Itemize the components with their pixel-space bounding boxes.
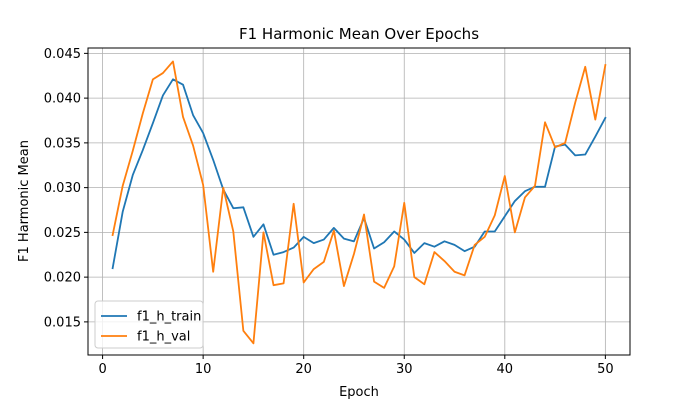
y-tick-label: 0.030 [44, 181, 81, 196]
series-line-f1_h_train [111, 78, 607, 270]
y-tick-label: 0.035 [44, 136, 81, 151]
plot-frame [87, 47, 631, 356]
x-tick-label: 20 [295, 362, 312, 377]
legend-label-f1_h_val: f1_h_val [137, 330, 190, 345]
y-tick-label: 0.045 [44, 47, 81, 62]
grid [88, 48, 630, 355]
y-axis-title: F1 Harmonic Mean [17, 140, 32, 262]
y-tick-label: 0.015 [44, 315, 81, 330]
x-axis-title: Epoch [339, 385, 379, 400]
legend: f1_h_train f1_h_val [94, 300, 204, 349]
x-tick-label: 50 [597, 362, 614, 377]
y-tick-label: 0.020 [44, 271, 81, 286]
legend-label-f1_h_train: f1_h_train [137, 310, 201, 325]
x-tick-label: 10 [195, 362, 212, 377]
x-tick-label: 40 [497, 362, 514, 377]
series-layer [111, 60, 607, 345]
chart-title: F1 Harmonic Mean Over Epochs [239, 25, 479, 43]
y-tick-label: 0.040 [44, 92, 81, 107]
series-line-f1_h_val [111, 60, 607, 345]
x-tick-label: 0 [98, 362, 106, 377]
y-tick-label: 0.025 [44, 226, 81, 241]
x-axis: 0 10 20 30 40 50 [98, 355, 614, 377]
y-axis: 0.015 0.020 0.025 0.030 0.035 0.040 0.045 [44, 47, 88, 330]
x-tick-label: 30 [396, 362, 413, 377]
